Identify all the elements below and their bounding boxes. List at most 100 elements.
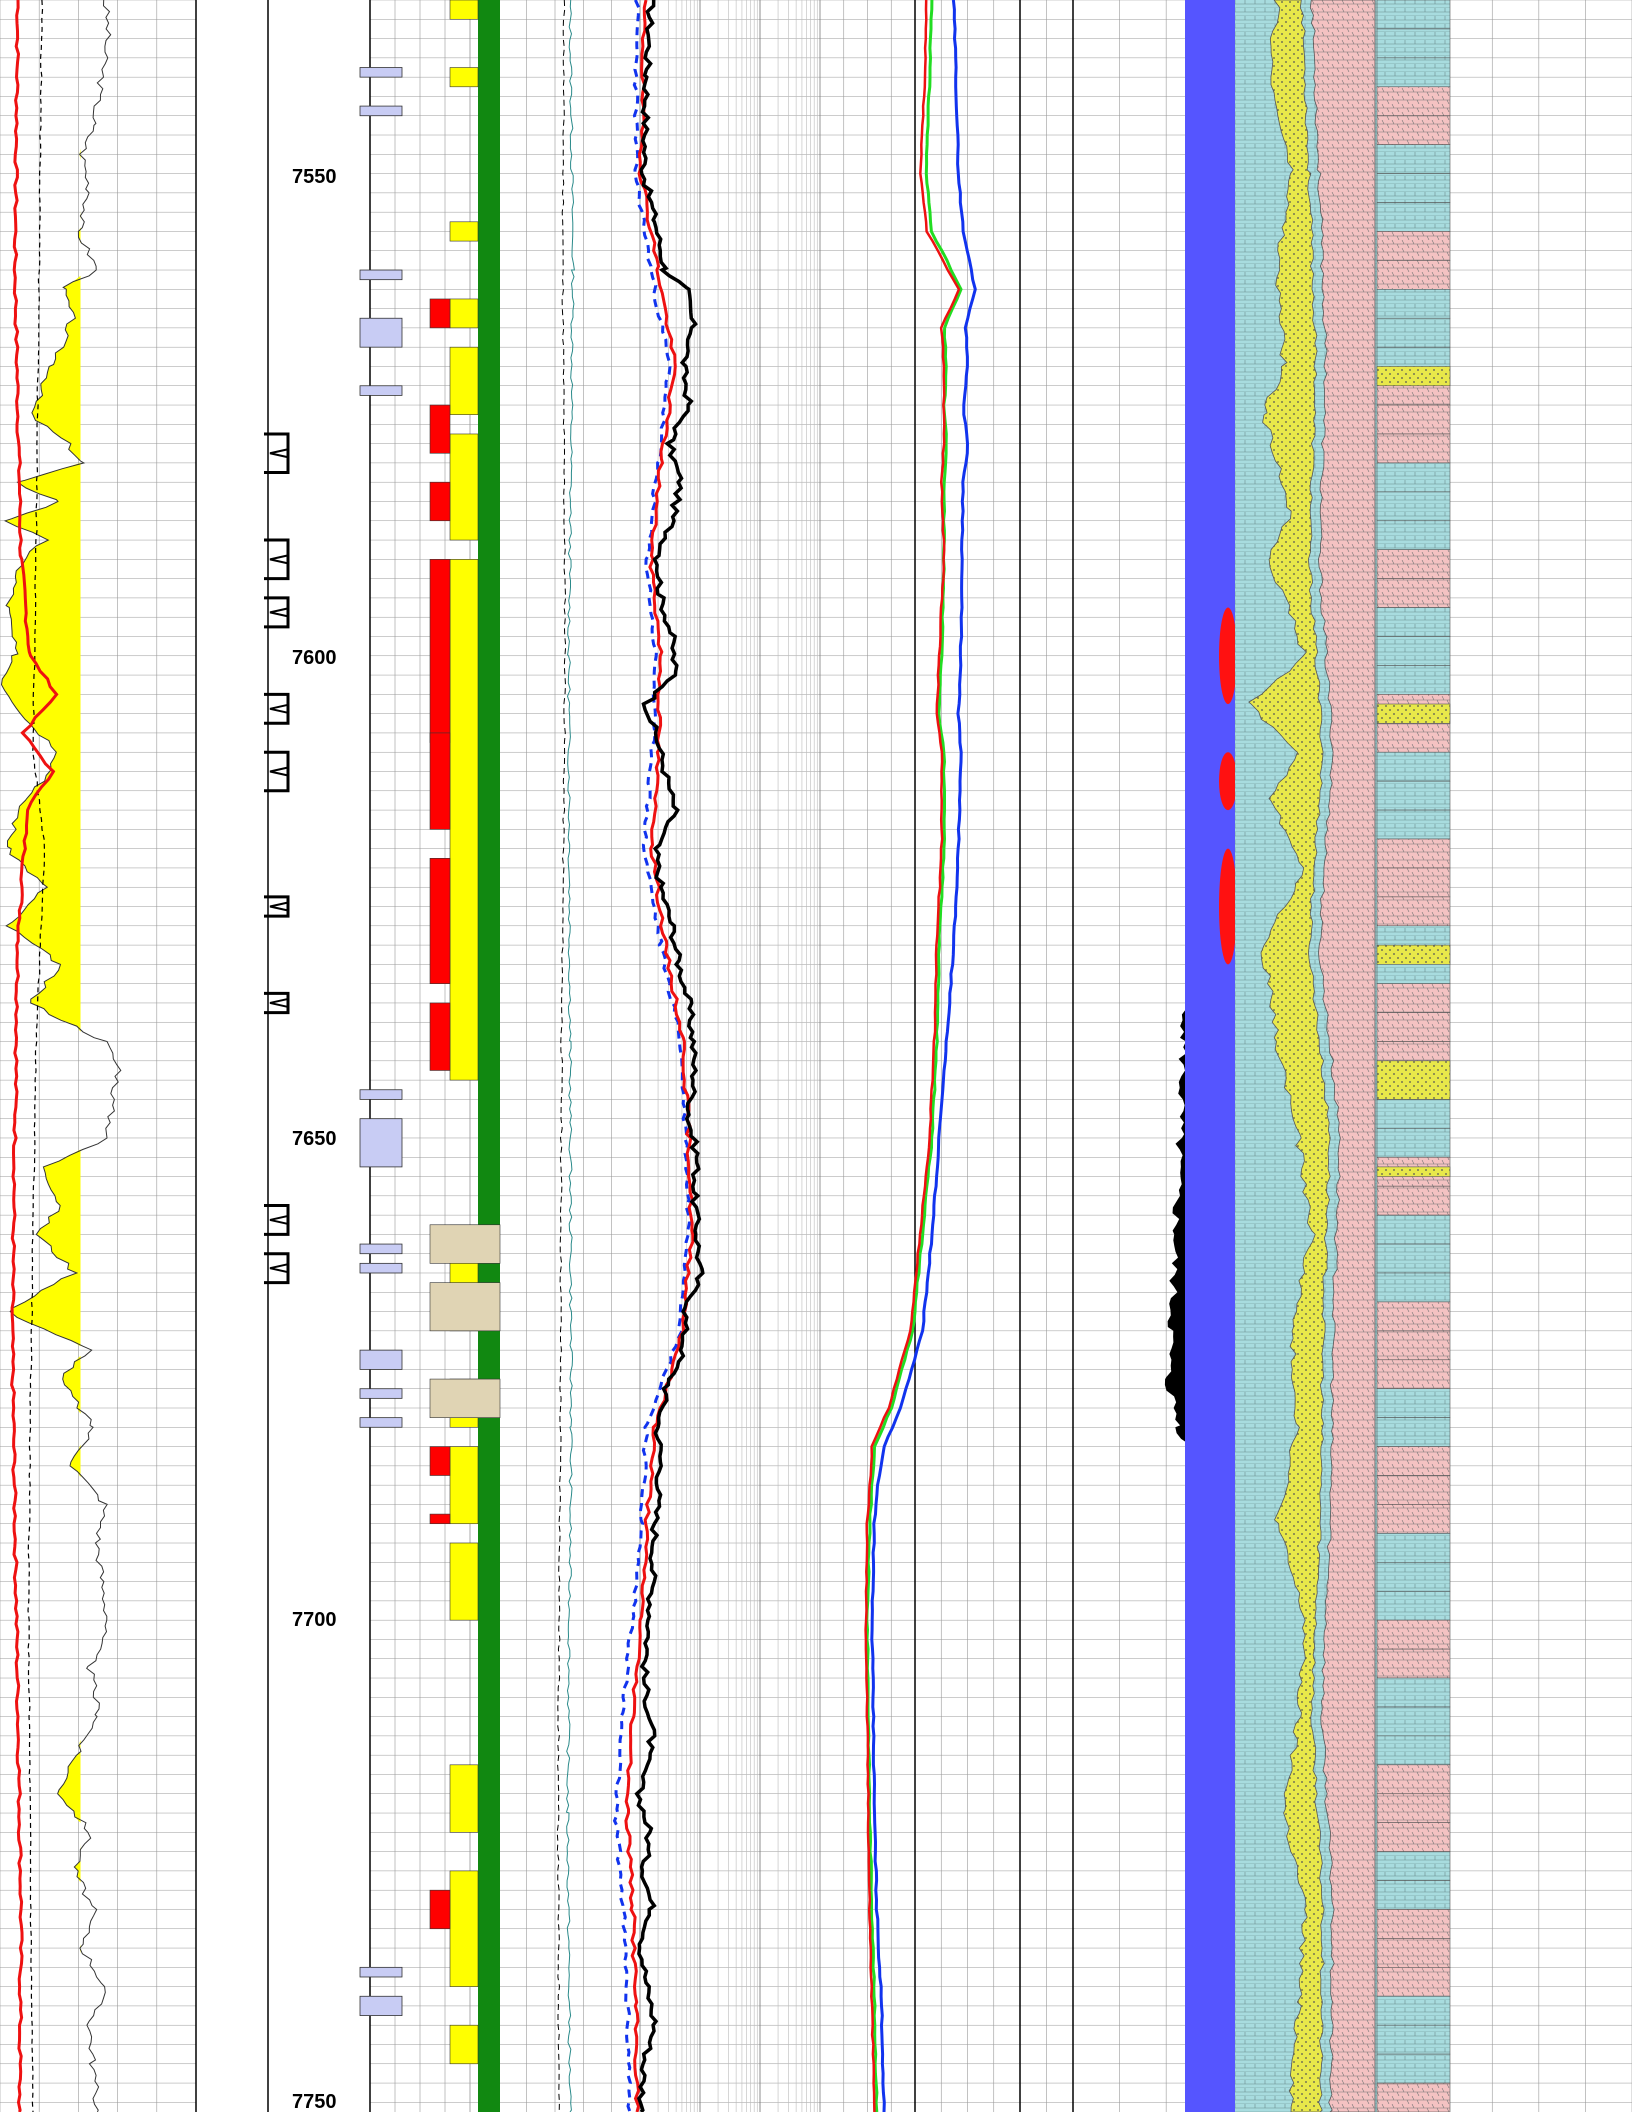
lithology-column-block xyxy=(1376,317,1451,348)
facies-block xyxy=(429,1282,501,1332)
sp-curve xyxy=(10,0,59,2112)
neutron-curve xyxy=(865,0,963,2112)
lithology-column-sand xyxy=(1376,1060,1451,1100)
core-interval xyxy=(359,269,403,281)
lithology-column-block xyxy=(1376,1677,1451,1708)
lithology-column-block xyxy=(1376,1706,1451,1737)
lithology-column-block xyxy=(1376,549,1451,579)
lithology-column-block xyxy=(1376,1128,1451,1158)
lithology-column-block xyxy=(1376,867,1451,898)
lithology-column-block xyxy=(1376,1272,1451,1303)
lithology-column-block xyxy=(1376,722,1451,753)
lithology-column-block xyxy=(1376,144,1451,174)
lithology-column-block xyxy=(1376,173,1451,203)
caliper-curve xyxy=(27,0,45,2112)
facies-yellow-block xyxy=(449,346,479,415)
deep-resistivity-curve xyxy=(634,0,705,2112)
perforation-marker xyxy=(264,750,290,793)
lithology-column-block xyxy=(1376,780,1451,811)
lithology-column-block xyxy=(1376,1301,1451,1332)
lithology-column-block xyxy=(1376,1851,1451,1881)
facies-block xyxy=(429,858,451,984)
lithology-column-block xyxy=(1376,1562,1451,1592)
lithology-column-block xyxy=(1376,202,1451,232)
core-interval xyxy=(359,317,403,348)
lithology-column-block xyxy=(1376,1938,1451,1968)
facies-block xyxy=(429,1446,451,1476)
medium-resistivity-curve xyxy=(624,0,695,2112)
depth-track: 7550 7600 7650 7700 7750 xyxy=(292,166,337,2112)
lithology-column-block xyxy=(1376,896,1451,927)
facies-block xyxy=(429,1513,451,1525)
core-interval xyxy=(359,1243,403,1255)
lithology-column-block xyxy=(1376,1359,1451,1390)
lithology-column-sand xyxy=(1376,944,1451,965)
lithology-column-block xyxy=(1376,751,1451,782)
lithology-column-block xyxy=(1376,260,1451,290)
lithology-column-block xyxy=(1376,1909,1451,1939)
perforation-marker xyxy=(264,432,290,475)
core-interval xyxy=(359,1417,403,1428)
log-curves xyxy=(0,0,1451,2112)
lithology-column-block xyxy=(1376,1504,1451,1534)
gamma-ray-curve xyxy=(0,0,122,2112)
perforation-tip xyxy=(269,1263,289,1274)
perforation-marker xyxy=(264,596,290,629)
lithology-column-block xyxy=(1376,607,1451,637)
lithology-column-block xyxy=(1376,1967,1451,1997)
bulk-volume-water-band xyxy=(1185,0,1235,2112)
lithology-column-block xyxy=(1376,462,1451,493)
lithology-column-block xyxy=(1376,1475,1451,1505)
facies-yellow-block xyxy=(449,1446,479,1525)
lithology-column-block xyxy=(1376,2053,1451,2084)
depth-label-7600: 7600 xyxy=(292,647,337,669)
lithology-column-sand xyxy=(1376,366,1451,387)
perforation-marker xyxy=(264,895,290,918)
perforation-marker xyxy=(264,538,290,581)
perforation-marker xyxy=(264,692,290,725)
core-interval xyxy=(359,1388,403,1399)
lithology-column-block xyxy=(1376,1764,1451,1795)
pe-curve xyxy=(864,0,961,2112)
lithology-column-block xyxy=(1376,2082,1451,2112)
density-curve xyxy=(870,0,977,2112)
lithology-column-block xyxy=(1376,28,1451,59)
perforation-marker xyxy=(264,1203,290,1236)
depth-label-7550: 7550 xyxy=(292,166,337,188)
lithology-column-block xyxy=(1376,1099,1451,1129)
resistivity-dashed-curve xyxy=(556,0,567,2112)
lithology-column-block xyxy=(1376,491,1451,522)
perforation-tip xyxy=(269,766,289,777)
lithology-column-block xyxy=(1376,1793,1451,1823)
core-interval xyxy=(359,105,403,117)
core-interval xyxy=(359,1118,403,1168)
facies-block xyxy=(429,1889,451,1930)
lithology-column-block xyxy=(1376,1619,1451,1650)
lithology-column-block xyxy=(1376,520,1451,550)
lithology-column-block xyxy=(1376,2024,1451,2055)
facies-yellow-block xyxy=(449,559,479,1081)
core-interval xyxy=(359,1262,403,1274)
lithology-column-block xyxy=(1376,1590,1451,1621)
gamma-sand-fill xyxy=(1,0,81,2112)
lithology-column-block xyxy=(1376,636,1451,666)
lithology-column-block xyxy=(1376,1012,1451,1042)
lithology-column-block xyxy=(1376,1880,1451,1910)
perforation-tip xyxy=(269,997,289,1008)
perforation-tip xyxy=(269,554,289,565)
facies-block xyxy=(429,1002,451,1071)
lithology-column-block xyxy=(1376,1995,1451,2026)
facies-block xyxy=(429,298,451,329)
facies-block xyxy=(429,1378,501,1418)
lithology-column-block xyxy=(1376,1735,1451,1766)
facies-yellow-block xyxy=(449,1542,479,1621)
perforation-marker xyxy=(264,991,290,1015)
perforation-tip xyxy=(269,448,289,459)
core-interval xyxy=(359,1089,403,1100)
facies-yellow-block xyxy=(449,0,479,20)
lithology-column-block xyxy=(1376,433,1451,464)
facies-yellow-block xyxy=(449,1764,479,1833)
hydrocarbon-flag xyxy=(1219,752,1237,811)
resistivity-teal-curve xyxy=(565,0,575,2112)
